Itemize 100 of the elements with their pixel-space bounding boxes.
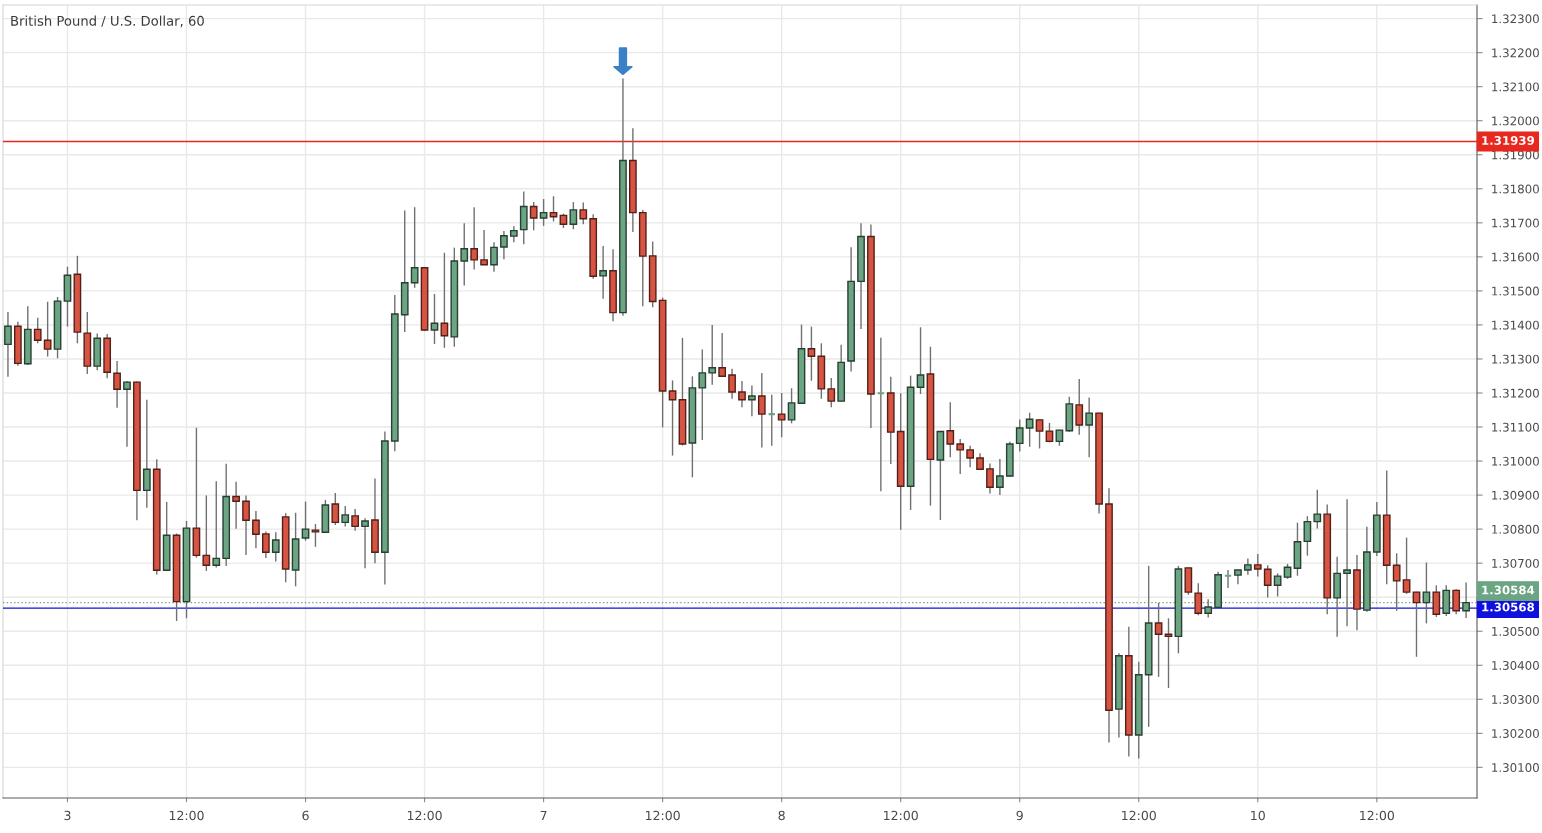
x-tick-label: 3 <box>64 810 71 821</box>
candlestick <box>579 201 588 225</box>
candlestick <box>440 252 449 349</box>
candlestick <box>728 368 736 400</box>
y-tick-label: 1.32300 <box>1492 14 1539 24</box>
candlestick <box>1154 602 1163 678</box>
x-tick-label: 12:00 <box>407 810 442 821</box>
candlestick <box>916 326 925 395</box>
candlestick <box>1194 582 1203 616</box>
candlestick <box>123 380 131 448</box>
candlestick <box>1343 498 1351 627</box>
ref-line-label: 1.30568 <box>1482 602 1535 612</box>
candlestick <box>460 222 469 287</box>
candlestick <box>738 380 746 408</box>
candlestick <box>787 387 796 424</box>
candlestick <box>539 198 548 227</box>
candlestick <box>807 325 816 382</box>
candlestick <box>1253 553 1262 578</box>
candlestick <box>212 480 221 569</box>
x-tick-label: 8 <box>778 810 785 821</box>
candlestick <box>519 190 528 245</box>
candlestick <box>232 481 240 530</box>
x-tick-label: 9 <box>1016 810 1023 821</box>
candlestick <box>996 458 1004 496</box>
candlestick <box>1392 552 1401 612</box>
candlestick <box>1015 418 1024 453</box>
candlestick <box>956 438 965 475</box>
candlestick <box>1035 418 1044 450</box>
y-tick-label: 1.31500 <box>1492 286 1539 296</box>
candlestick <box>361 517 369 569</box>
y-tick-label: 1.31200 <box>1492 388 1539 398</box>
candlestick <box>242 494 250 556</box>
candlestick <box>261 530 270 559</box>
candlestick <box>668 379 677 457</box>
candlestick <box>529 201 538 232</box>
y-tick-label: 1.30900 <box>1492 490 1539 500</box>
candlestick <box>1432 584 1441 618</box>
candlestick <box>599 245 607 300</box>
y-tick-label: 1.30100 <box>1492 763 1539 773</box>
y-tick-label: 1.30400 <box>1492 660 1539 670</box>
candlestick <box>718 332 727 378</box>
x-tick-label: 12:00 <box>645 810 680 821</box>
candlestick <box>341 505 350 528</box>
candlestick <box>569 201 578 230</box>
x-tick-label: 10 <box>1251 810 1265 821</box>
candlestick <box>757 372 766 449</box>
y-tick-label: 1.31900 <box>1492 150 1539 160</box>
candlestick <box>113 360 121 409</box>
candlestick <box>1402 536 1411 595</box>
candlestick <box>698 348 707 441</box>
ref-line-label: 1.30584 <box>1482 585 1535 595</box>
y-tick-label: 1.30500 <box>1492 626 1539 636</box>
candlestick <box>986 462 994 495</box>
candlestick <box>331 492 340 526</box>
candlestick <box>748 384 756 417</box>
y-tick-label: 1.32000 <box>1492 116 1539 126</box>
candlestick <box>202 494 211 572</box>
candlestick <box>1313 488 1322 530</box>
candlestick <box>142 399 151 509</box>
candlestick <box>252 510 260 549</box>
candlestick <box>1025 412 1034 448</box>
candlestick <box>490 241 498 273</box>
y-tick-label: 1.30700 <box>1492 558 1539 568</box>
y-tick-label: 1.32100 <box>1492 82 1539 92</box>
candlestick <box>4 311 12 378</box>
candlestick <box>1263 564 1272 599</box>
y-tick-label: 1.30300 <box>1492 695 1539 704</box>
candlestick <box>1085 396 1094 459</box>
candlestick <box>777 392 786 438</box>
x-tick-label: 12:00 <box>1122 810 1156 821</box>
y-tick-label: 1.32200 <box>1492 48 1539 58</box>
x-tick-label: 12:00 <box>1360 810 1394 821</box>
candlestick <box>351 508 360 532</box>
candlestick <box>500 230 508 260</box>
x-tick-label: 12:00 <box>169 810 204 821</box>
candlestick <box>966 445 974 468</box>
candlestick <box>480 229 488 266</box>
text: British Pound / U.S. Dollar, 60 <box>11 15 204 28</box>
candlestick <box>1273 572 1282 598</box>
y-tick-label: 1.30800 <box>1492 524 1539 534</box>
candlestick <box>946 401 955 459</box>
candlestick <box>1303 515 1312 557</box>
candlestick <box>1075 378 1084 436</box>
y-tick-label: 1.31700 <box>1492 218 1539 228</box>
candlestick <box>410 206 419 289</box>
y-tick-label: 1.31800 <box>1492 184 1539 194</box>
x-tick-label: 12:00 <box>884 810 918 821</box>
y-tick-label: 1.31400 <box>1492 320 1539 330</box>
candlestick <box>1452 588 1461 615</box>
candlestick <box>430 293 439 345</box>
y-tick-label: 1.31000 <box>1492 456 1539 466</box>
candlestick <box>1412 591 1421 658</box>
candlestick <box>470 206 479 271</box>
ref-line-label: 1.31939 <box>1482 135 1535 145</box>
candlestick <box>301 500 310 542</box>
candlestick <box>33 317 42 344</box>
candlestick <box>708 324 717 386</box>
y-tick-label: 1.31300 <box>1492 354 1539 364</box>
x-tick-label: 6 <box>302 810 309 821</box>
candlestick <box>311 523 320 548</box>
